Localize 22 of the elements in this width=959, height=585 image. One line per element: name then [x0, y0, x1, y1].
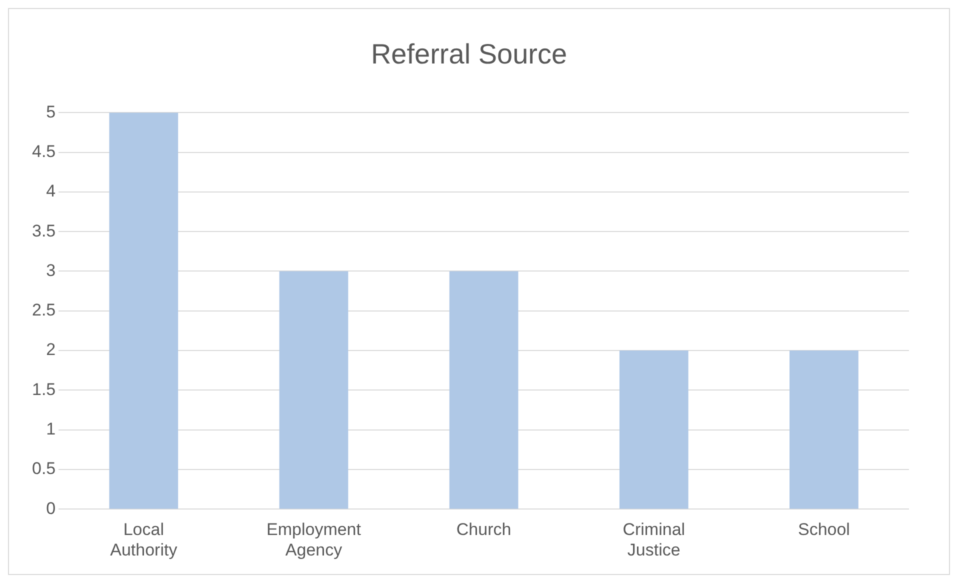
y-tick-label: 2 [46, 340, 56, 360]
bar [109, 112, 178, 509]
x-tick-label: Employment Agency [266, 520, 362, 560]
bar [790, 350, 858, 509]
y-tick-label: 0.5 [32, 459, 56, 478]
y-tick-label: 1.5 [32, 380, 56, 399]
y-tick-label: 3.5 [32, 221, 56, 240]
y-tick-label: 4 [46, 182, 56, 201]
x-tick-label: School [798, 520, 850, 540]
y-tick-label: 0 [46, 498, 56, 518]
chart-title: Referral Source [370, 38, 568, 70]
y-tick-label: 3 [46, 260, 56, 280]
x-tick-label: Local Authority [110, 520, 178, 560]
bar [449, 271, 518, 509]
x-tick-label: Criminal Justice [622, 520, 686, 560]
x-tick-label: Church [456, 520, 512, 540]
y-tick-label: 1 [46, 420, 56, 439]
y-tick-label: 5 [46, 102, 56, 122]
y-tick-label: 2.5 [32, 300, 56, 320]
y-tick-label: 4.5 [32, 142, 56, 161]
bar [279, 271, 348, 509]
bar [619, 350, 688, 509]
